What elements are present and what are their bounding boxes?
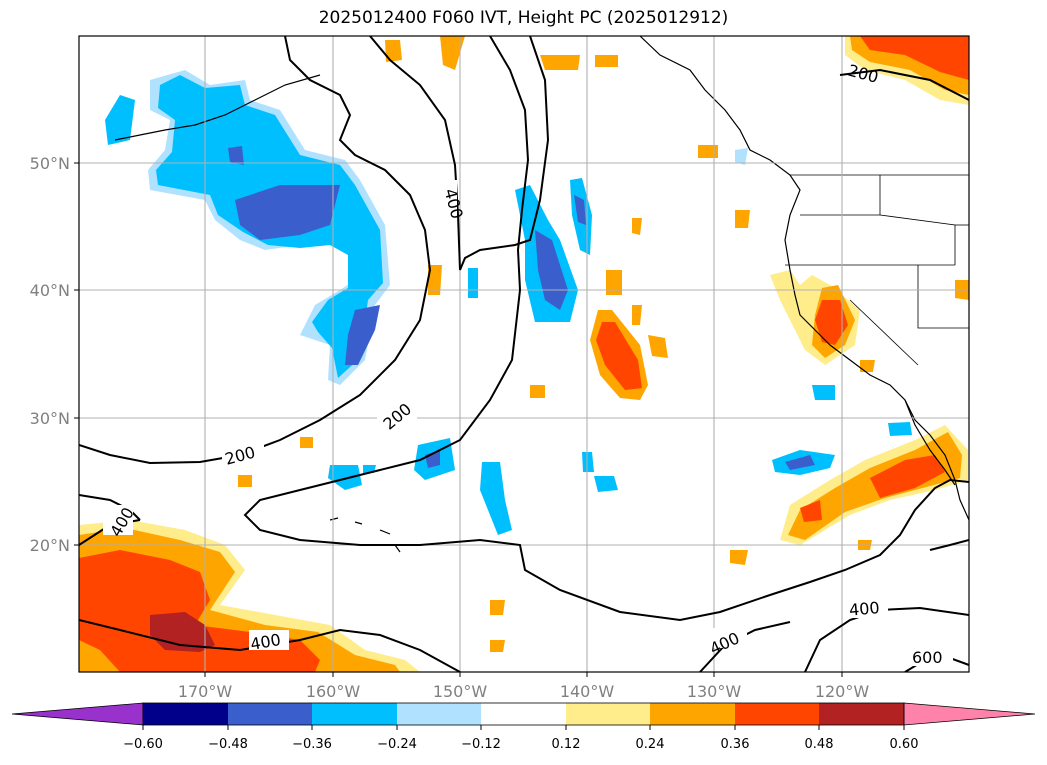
colorbar-tick-7: 0.36 xyxy=(721,737,750,752)
colorbar-high-extend xyxy=(903,702,1036,726)
longitude-tick-labels: 170°W 160°W 150°W 140°W 130°W 120°W xyxy=(178,672,870,701)
colorbar-swatch-8 xyxy=(735,703,819,725)
pos-anomaly-north-1-core xyxy=(596,322,642,390)
pos-anomaly-mexico-strong-2 xyxy=(800,500,822,522)
graticule xyxy=(79,36,969,672)
colorbar-tick-8: 0.48 xyxy=(805,737,834,752)
neg-anomaly-small-1 xyxy=(468,268,478,298)
colorbar-swatch-2 xyxy=(228,703,312,725)
map-title: 2025012400 F060 IVT, Height PC (20250129… xyxy=(318,8,729,28)
neg-anomaly-bc xyxy=(735,148,748,165)
lat-tick-50n: 50°N xyxy=(30,154,70,173)
pos-anomaly-mexico-strong xyxy=(870,455,945,498)
pos-anomaly-bc-coast xyxy=(698,145,718,158)
colorbar-swatch-9 xyxy=(819,703,904,725)
pos-anomaly-mid-11 xyxy=(490,640,505,652)
colorbar-tick-5: 0.12 xyxy=(552,737,581,752)
pos-anomaly-north-2 xyxy=(648,335,668,358)
contour-label-400-bottom-right-2: 400 xyxy=(848,598,880,620)
contour-200-center-east xyxy=(459,36,550,271)
pos-anomaly-alaska-1 xyxy=(385,40,402,62)
map-frame xyxy=(78,35,970,673)
colorbar-swatch-6 xyxy=(566,703,650,725)
neg-anomaly-subtropic-5 xyxy=(582,452,594,472)
pos-anomaly-bc-2 xyxy=(735,210,750,228)
lat-tick-30n: 30°N xyxy=(30,409,70,428)
lat-tick-40n: 40°N xyxy=(30,281,70,300)
state-boundaries xyxy=(785,174,969,366)
coastline-baja xyxy=(904,399,956,486)
coastline-hawaii xyxy=(329,517,401,553)
coastline-aleutian xyxy=(114,74,321,141)
neg-anomaly-north-pacific-2-core xyxy=(574,195,586,225)
pos-anomaly-mid-8 xyxy=(730,550,748,565)
contour-400-bottom xyxy=(79,619,461,672)
colorbar-swatch-1 xyxy=(143,703,228,725)
colorbar: −0.60 −0.48 −0.36 −0.24 −0.12 0.12 0.24 … xyxy=(11,702,1036,752)
lon-tick-120w: 120°W xyxy=(815,682,870,701)
pos-anomaly-california-strong xyxy=(815,300,848,345)
colorbar-low-extend xyxy=(11,702,144,726)
neg-anomaly-southwest xyxy=(888,422,912,436)
pos-anomaly-northeast-strong xyxy=(860,36,969,80)
neg-anomaly-subtropic-2 xyxy=(480,462,512,535)
pos-anomaly-mid-7 xyxy=(238,475,252,487)
contour-label-600: 600 xyxy=(912,648,943,667)
neg-anomaly-near-mexico-core xyxy=(785,455,815,470)
pos-anomaly-mid-1 xyxy=(428,265,442,295)
coastline-north-america xyxy=(639,36,969,521)
neg-anomaly-aleutian-strong-1 xyxy=(235,185,340,240)
pos-anomaly-mid-13 xyxy=(860,360,875,372)
colorbar-tick-3: −0.24 xyxy=(377,737,417,752)
colorbar-tick-2: −0.36 xyxy=(292,737,332,752)
coastlines xyxy=(114,36,969,553)
colorbar-swatch-5 xyxy=(481,703,566,725)
pos-anomaly-mid-2 xyxy=(606,270,622,295)
pos-anomaly-mid-6 xyxy=(300,437,313,448)
colorbar-swatch-4 xyxy=(397,703,481,725)
colorbar-tick-1: −0.48 xyxy=(208,737,248,752)
lat-tick-20n: 20°N xyxy=(30,536,70,555)
pos-anomaly-mid-10 xyxy=(490,600,505,615)
contour-right-edge xyxy=(929,539,969,551)
lon-tick-150w: 150°W xyxy=(433,682,488,701)
pos-anomaly-alaska-4 xyxy=(595,55,618,67)
negative-anomaly-fields xyxy=(105,70,912,535)
contour-400-west xyxy=(369,36,461,271)
pos-anomaly-alaska-2 xyxy=(440,36,465,70)
lon-tick-130w: 130°W xyxy=(687,682,742,701)
colorbar-tick-6: 0.24 xyxy=(636,737,665,752)
pos-anomaly-mid-4 xyxy=(632,305,642,325)
neg-anomaly-aleutian-strong-3 xyxy=(228,146,244,165)
neg-anomaly-aleutian-strong-2 xyxy=(345,305,380,365)
contour-200-center xyxy=(243,36,969,622)
height-contours xyxy=(79,36,969,672)
neg-anomaly-subtropic-6 xyxy=(594,476,618,492)
pos-anomaly-alaska-3 xyxy=(540,55,580,70)
neg-anomaly-coastal xyxy=(812,385,835,400)
lon-tick-160w: 160°W xyxy=(306,682,361,701)
colorbar-swatch-7 xyxy=(650,703,735,725)
lon-tick-140w: 140°W xyxy=(560,682,615,701)
neg-anomaly-subtropic-3 xyxy=(328,465,362,490)
contour-200-west xyxy=(79,36,432,465)
neg-anomaly-subtropic-1-core xyxy=(425,450,440,468)
map-panel: 200 400 200 200 400 400 400 400 600 xyxy=(79,36,969,672)
pos-anomaly-mid-3 xyxy=(632,218,642,235)
colorbar-swatch-3 xyxy=(312,703,397,725)
colorbar-tick-9: 0.60 xyxy=(890,737,919,752)
contour-200-northeast xyxy=(839,68,969,101)
neg-anomaly-west-edge xyxy=(105,95,135,145)
lon-tick-170w: 170°W xyxy=(178,682,233,701)
colorbar-tick-0: −0.60 xyxy=(123,737,163,752)
pos-anomaly-mid-5 xyxy=(530,385,545,398)
positive-anomaly-fields xyxy=(79,36,969,672)
colorbar-tick-4: −0.12 xyxy=(461,737,501,752)
latitude-tick-labels: 50°N 40°N 30°N 20°N xyxy=(30,154,79,555)
